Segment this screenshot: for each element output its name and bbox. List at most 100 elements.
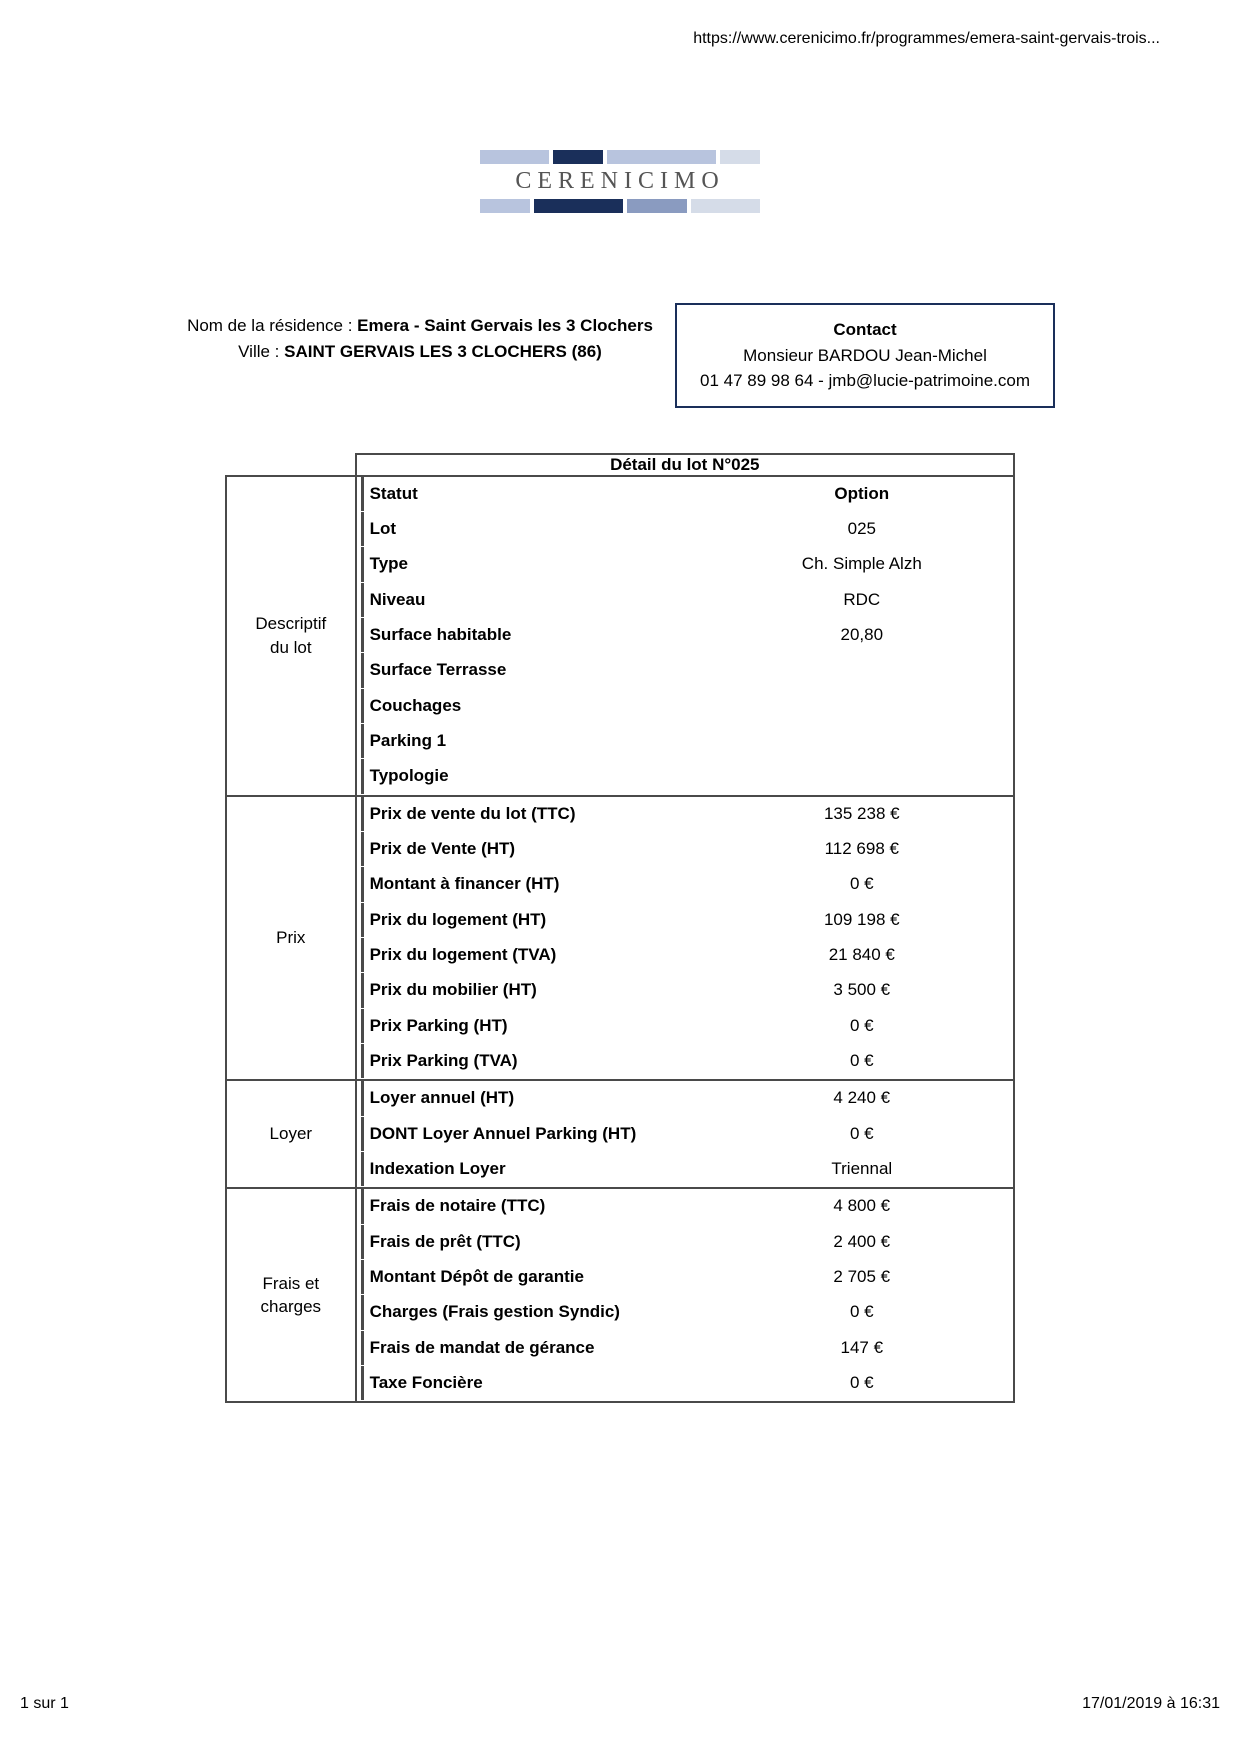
logo-bar bbox=[691, 199, 760, 213]
logo-bar bbox=[627, 199, 687, 213]
data-value: Triennal bbox=[711, 1152, 1013, 1186]
data-row: Typologie bbox=[357, 759, 1013, 794]
logo-bar bbox=[720, 150, 760, 164]
section-data: Prix de vente du lot (TTC)135 238 €Prix … bbox=[356, 796, 1014, 1081]
header-row: Nom de la résidence : Emera - Saint Gerv… bbox=[185, 303, 1055, 408]
data-label: Frais de mandat de gérance bbox=[361, 1331, 711, 1365]
data-row: TypeCh. Simple Alzh bbox=[357, 547, 1013, 582]
data-row: DONT Loyer Annuel Parking (HT)0 € bbox=[357, 1117, 1013, 1152]
section-name: Frais etcharges bbox=[226, 1188, 356, 1402]
data-label: Prix du logement (TVA) bbox=[361, 938, 711, 972]
data-value: 20,80 bbox=[711, 618, 1013, 652]
data-label: Type bbox=[361, 547, 711, 581]
data-label: Couchages bbox=[361, 689, 711, 723]
section-name: Descriptifdu lot bbox=[226, 476, 356, 796]
residence-info: Nom de la résidence : Emera - Saint Gerv… bbox=[185, 303, 655, 364]
residence-name-label: Nom de la résidence : bbox=[187, 316, 357, 335]
page-number: 1 sur 1 bbox=[20, 1695, 69, 1713]
data-row: Frais de prêt (TTC)2 400 € bbox=[357, 1225, 1013, 1260]
logo-top-bars bbox=[480, 150, 760, 164]
data-label: DONT Loyer Annuel Parking (HT) bbox=[361, 1117, 711, 1151]
data-value: 4 240 € bbox=[711, 1081, 1013, 1115]
data-label: Prix Parking (HT) bbox=[361, 1009, 711, 1043]
data-value: 0 € bbox=[711, 1009, 1013, 1043]
data-row: Prix du mobilier (HT)3 500 € bbox=[357, 973, 1013, 1008]
data-row: Prix du logement (HT)109 198 € bbox=[357, 903, 1013, 938]
data-label: Prix du logement (HT) bbox=[361, 903, 711, 937]
data-row: Montant Dépôt de garantie2 705 € bbox=[357, 1260, 1013, 1295]
data-row: Prix Parking (HT)0 € bbox=[357, 1009, 1013, 1044]
data-label: Surface Terrasse bbox=[361, 653, 711, 687]
data-row: Surface habitable20,80 bbox=[357, 618, 1013, 653]
data-value: 135 238 € bbox=[711, 797, 1013, 831]
data-label: Typologie bbox=[361, 759, 711, 793]
logo-bar bbox=[553, 150, 603, 164]
data-value: 21 840 € bbox=[711, 938, 1013, 972]
data-row: Taxe Foncière0 € bbox=[357, 1366, 1013, 1401]
data-row: StatutOption bbox=[357, 477, 1013, 512]
residence-city-label: Ville : bbox=[238, 342, 284, 361]
lot-detail-table: Détail du lot N°025 Descriptifdu lotStat… bbox=[225, 453, 1015, 1404]
data-value: Ch. Simple Alzh bbox=[711, 547, 1013, 581]
data-label: Montant à financer (HT) bbox=[361, 867, 711, 901]
data-label: Frais de prêt (TTC) bbox=[361, 1225, 711, 1259]
data-row: Couchages bbox=[357, 689, 1013, 724]
logo-bar bbox=[534, 199, 623, 213]
logo-bar bbox=[480, 199, 530, 213]
table-section-row: Frais etchargesFrais de notaire (TTC)4 8… bbox=[226, 1188, 1014, 1402]
table-title-row: Détail du lot N°025 bbox=[226, 454, 1014, 476]
contact-name: Monsieur BARDOU Jean-Michel bbox=[691, 343, 1039, 369]
data-value: 0 € bbox=[711, 1295, 1013, 1329]
table-section-row: Descriptifdu lotStatutOptionLot025TypeCh… bbox=[226, 476, 1014, 796]
data-label: Indexation Loyer bbox=[361, 1152, 711, 1186]
data-value: 109 198 € bbox=[711, 903, 1013, 937]
logo-bottom-bars bbox=[480, 199, 760, 213]
data-value: 112 698 € bbox=[711, 832, 1013, 866]
data-label: Prix du mobilier (HT) bbox=[361, 973, 711, 1007]
data-row: Indexation LoyerTriennal bbox=[357, 1152, 1013, 1187]
data-label: Taxe Foncière bbox=[361, 1366, 711, 1400]
data-row: Prix de Vente (HT)112 698 € bbox=[357, 832, 1013, 867]
data-value: 0 € bbox=[711, 1117, 1013, 1151]
contact-title: Contact bbox=[691, 317, 1039, 343]
data-row: Prix Parking (TVA)0 € bbox=[357, 1044, 1013, 1079]
data-row: Surface Terrasse bbox=[357, 653, 1013, 688]
table-section-row: PrixPrix de vente du lot (TTC)135 238 €P… bbox=[226, 796, 1014, 1081]
data-value: 2 400 € bbox=[711, 1225, 1013, 1259]
data-value: 3 500 € bbox=[711, 973, 1013, 1007]
data-label: Prix de vente du lot (TTC) bbox=[361, 797, 711, 831]
data-value bbox=[711, 759, 1013, 793]
data-value: Option bbox=[711, 477, 1013, 511]
section-data: Loyer annuel (HT)4 240 €DONT Loyer Annue… bbox=[356, 1080, 1014, 1188]
section-name: Prix bbox=[226, 796, 356, 1081]
data-label: Loyer annuel (HT) bbox=[361, 1081, 711, 1115]
data-label: Parking 1 bbox=[361, 724, 711, 758]
table-title: Détail du lot N°025 bbox=[356, 454, 1014, 476]
data-value: 0 € bbox=[711, 1366, 1013, 1400]
data-label: Lot bbox=[361, 512, 711, 546]
residence-name: Emera - Saint Gervais les 3 Clochers bbox=[357, 316, 653, 335]
data-row: Lot025 bbox=[357, 512, 1013, 547]
data-label: Prix de Vente (HT) bbox=[361, 832, 711, 866]
data-label: Statut bbox=[361, 477, 711, 511]
data-value: 4 800 € bbox=[711, 1189, 1013, 1223]
logo-bar bbox=[480, 150, 549, 164]
data-row: Montant à financer (HT)0 € bbox=[357, 867, 1013, 902]
data-row: Parking 1 bbox=[357, 724, 1013, 759]
data-value: 2 705 € bbox=[711, 1260, 1013, 1294]
logo: CERENICIMO bbox=[480, 150, 760, 213]
data-value: 147 € bbox=[711, 1331, 1013, 1365]
data-value bbox=[711, 653, 1013, 687]
contact-box: Contact Monsieur BARDOU Jean-Michel 01 4… bbox=[675, 303, 1055, 408]
contact-details: 01 47 89 98 64 - jmb@lucie-patrimoine.co… bbox=[691, 368, 1039, 394]
data-row: Prix de vente du lot (TTC)135 238 € bbox=[357, 797, 1013, 832]
page-url: https://www.cerenicimo.fr/programmes/eme… bbox=[693, 30, 1160, 48]
data-label: Niveau bbox=[361, 583, 711, 617]
logo-bar bbox=[607, 150, 716, 164]
section-data: Frais de notaire (TTC)4 800 €Frais de pr… bbox=[356, 1188, 1014, 1402]
data-label: Montant Dépôt de garantie bbox=[361, 1260, 711, 1294]
data-row: Frais de notaire (TTC)4 800 € bbox=[357, 1189, 1013, 1224]
page-footer: 1 sur 1 17/01/2019 à 16:31 bbox=[20, 1695, 1220, 1713]
data-row: NiveauRDC bbox=[357, 583, 1013, 618]
data-row: Frais de mandat de gérance147 € bbox=[357, 1331, 1013, 1366]
